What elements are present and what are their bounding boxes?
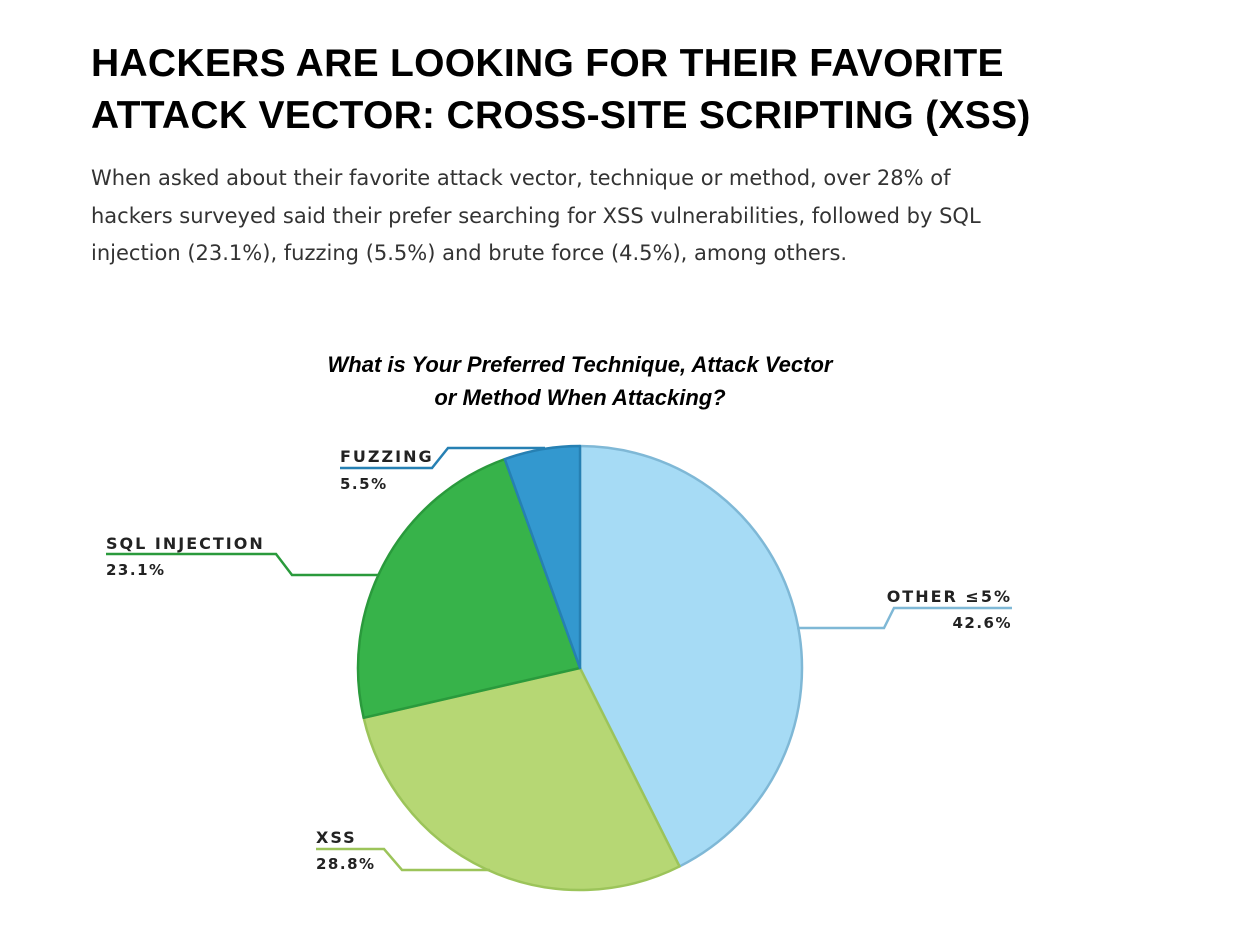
intro-line-1: When asked about their favorite attack v… xyxy=(91,166,951,190)
headline-line-2: ATTACK VECTOR: CROSS-SITE SCRIPTING (XSS… xyxy=(91,94,1031,137)
leader-line-other xyxy=(797,606,1012,630)
slice-value-other: 42.6% xyxy=(952,614,1012,632)
leader-line-fuzzing xyxy=(340,446,545,470)
pie-chart-canvas: OTHER ≤5% 42.6% XSS 28.8% SQL INJECTION 23.1%… xyxy=(106,444,1012,892)
leader-line-sql xyxy=(106,552,378,577)
slice-label-fuzzing: FUZZING xyxy=(340,447,434,466)
intro-line-3: injection (23.1%), fuzzing (5.5%) and br… xyxy=(91,241,848,265)
chart-title-line-1: What is Your Preferred Technique, Attack… xyxy=(327,352,833,377)
chart-title-line-2: or Method When Attacking? xyxy=(434,385,726,410)
chart-title: What is Your Preferred Technique, Attack… xyxy=(200,348,960,414)
pie-slice-other xyxy=(578,444,804,868)
leader-line-xss xyxy=(316,847,490,872)
slice-value-sql: 23.1% xyxy=(106,561,166,579)
slice-label-other: OTHER ≤5% xyxy=(887,587,1012,606)
slice-value-fuzzing: 5.5% xyxy=(340,475,388,493)
pie-slice-sql xyxy=(356,457,582,720)
headline: HACKERS ARE LOOKING FOR THEIR FAVORITE A… xyxy=(91,38,1151,142)
pie-chart: What is Your Preferred Technique, Attack… xyxy=(0,330,1244,932)
slice-label-xss: XSS xyxy=(316,828,357,847)
pie-slice-fuzzing xyxy=(503,444,582,670)
intro-paragraph: When asked about their favorite attack v… xyxy=(91,160,1091,273)
headline-line-1: HACKERS ARE LOOKING FOR THEIR FAVORITE xyxy=(91,42,1004,85)
slice-label-sql: SQL INJECTION xyxy=(106,534,265,553)
slice-value-xss: 28.8% xyxy=(316,855,376,873)
intro-line-2: hackers surveyed said their prefer searc… xyxy=(91,203,981,228)
